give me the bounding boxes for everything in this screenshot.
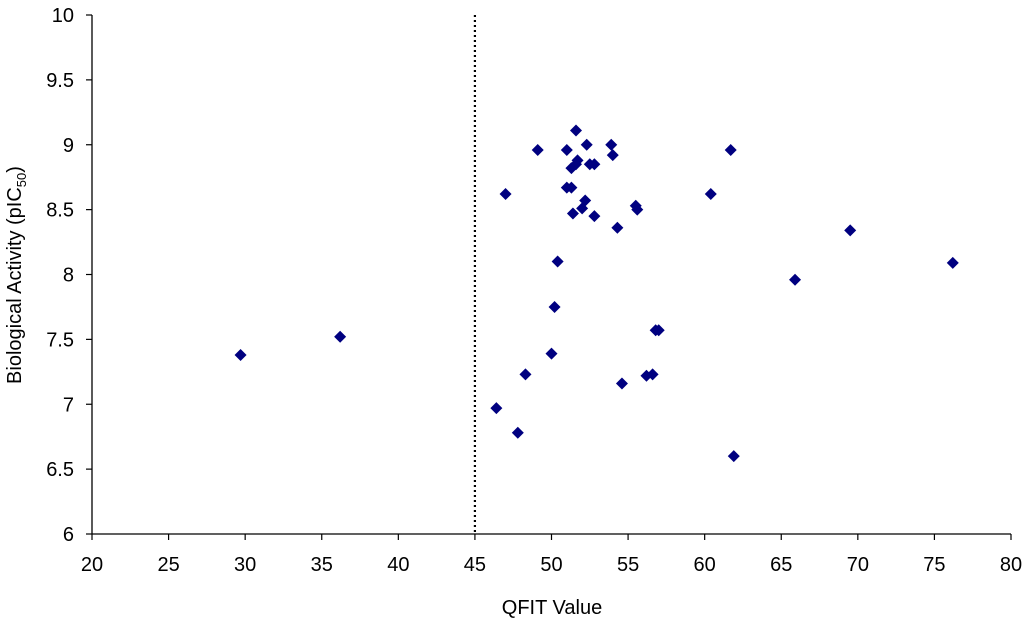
data-point bbox=[570, 124, 583, 137]
data-point bbox=[334, 330, 347, 343]
y-tick-label: 6.5 bbox=[46, 459, 74, 481]
x-tick-label: 50 bbox=[540, 554, 562, 576]
data-point bbox=[560, 143, 573, 156]
data-point bbox=[551, 255, 564, 268]
data-point bbox=[646, 368, 659, 381]
data-point bbox=[946, 256, 959, 269]
x-tick-label: 40 bbox=[387, 554, 409, 576]
y-tick-label: 8 bbox=[63, 265, 74, 287]
data-points bbox=[234, 124, 959, 463]
data-point bbox=[565, 181, 578, 194]
data-point bbox=[724, 143, 737, 156]
y-tick-label: 9.5 bbox=[46, 70, 74, 92]
data-point bbox=[490, 402, 503, 415]
data-point bbox=[704, 188, 717, 201]
x-tick-label: 60 bbox=[694, 554, 716, 576]
x-axis-ticks: 20 25 30 35 40 45 50 55 60 65 70 75 80 bbox=[81, 534, 1022, 576]
x-axis-label: QFIT Value bbox=[502, 597, 602, 618]
data-point bbox=[545, 347, 558, 360]
data-point bbox=[652, 324, 665, 337]
data-point bbox=[615, 377, 628, 390]
y-axis-label-main: Biological Activity (pIC bbox=[4, 187, 26, 384]
x-tick-label: 30 bbox=[234, 554, 256, 576]
x-tick-label: 80 bbox=[1000, 554, 1022, 576]
x-tick-label: 20 bbox=[81, 554, 103, 576]
data-point bbox=[611, 221, 624, 234]
data-point bbox=[571, 154, 584, 167]
y-tick-label: 10 bbox=[52, 5, 74, 27]
data-point bbox=[499, 188, 512, 201]
data-point bbox=[606, 149, 619, 162]
y-tick-label: 7 bbox=[63, 394, 74, 416]
y-axis-label-subscript: 50 bbox=[14, 173, 29, 187]
data-point bbox=[605, 138, 618, 151]
data-point bbox=[631, 203, 644, 216]
data-point bbox=[531, 143, 544, 156]
x-tick-label: 35 bbox=[311, 554, 333, 576]
y-tick-label: 6 bbox=[63, 524, 74, 546]
x-tick-label: 25 bbox=[157, 554, 179, 576]
x-tick-label: 55 bbox=[617, 554, 639, 576]
x-tick-label: 70 bbox=[847, 554, 869, 576]
data-point bbox=[548, 300, 561, 313]
data-point bbox=[580, 138, 593, 151]
x-tick-label: 45 bbox=[464, 554, 486, 576]
data-point bbox=[588, 158, 601, 171]
y-axis-label-end: ) bbox=[4, 166, 26, 173]
x-tick-label: 65 bbox=[770, 554, 792, 576]
y-axis-label: Biological Activity (pIC50) bbox=[4, 166, 29, 384]
data-point bbox=[789, 273, 802, 286]
y-axis-ticks: 6 6.5 7 7.5 8 8.5 9 9.5 10 bbox=[46, 5, 92, 546]
x-tick-label: 75 bbox=[923, 554, 945, 576]
y-tick-label: 9 bbox=[63, 135, 74, 157]
data-point bbox=[844, 224, 857, 237]
data-point bbox=[234, 348, 247, 361]
data-point bbox=[727, 450, 740, 463]
axes bbox=[91, 15, 1011, 535]
data-point bbox=[511, 426, 524, 439]
data-point bbox=[566, 207, 579, 220]
y-tick-label: 7.5 bbox=[46, 329, 74, 351]
data-point bbox=[588, 210, 601, 223]
data-point bbox=[519, 368, 532, 381]
y-tick-label: 8.5 bbox=[46, 200, 74, 222]
data-point bbox=[579, 194, 592, 207]
